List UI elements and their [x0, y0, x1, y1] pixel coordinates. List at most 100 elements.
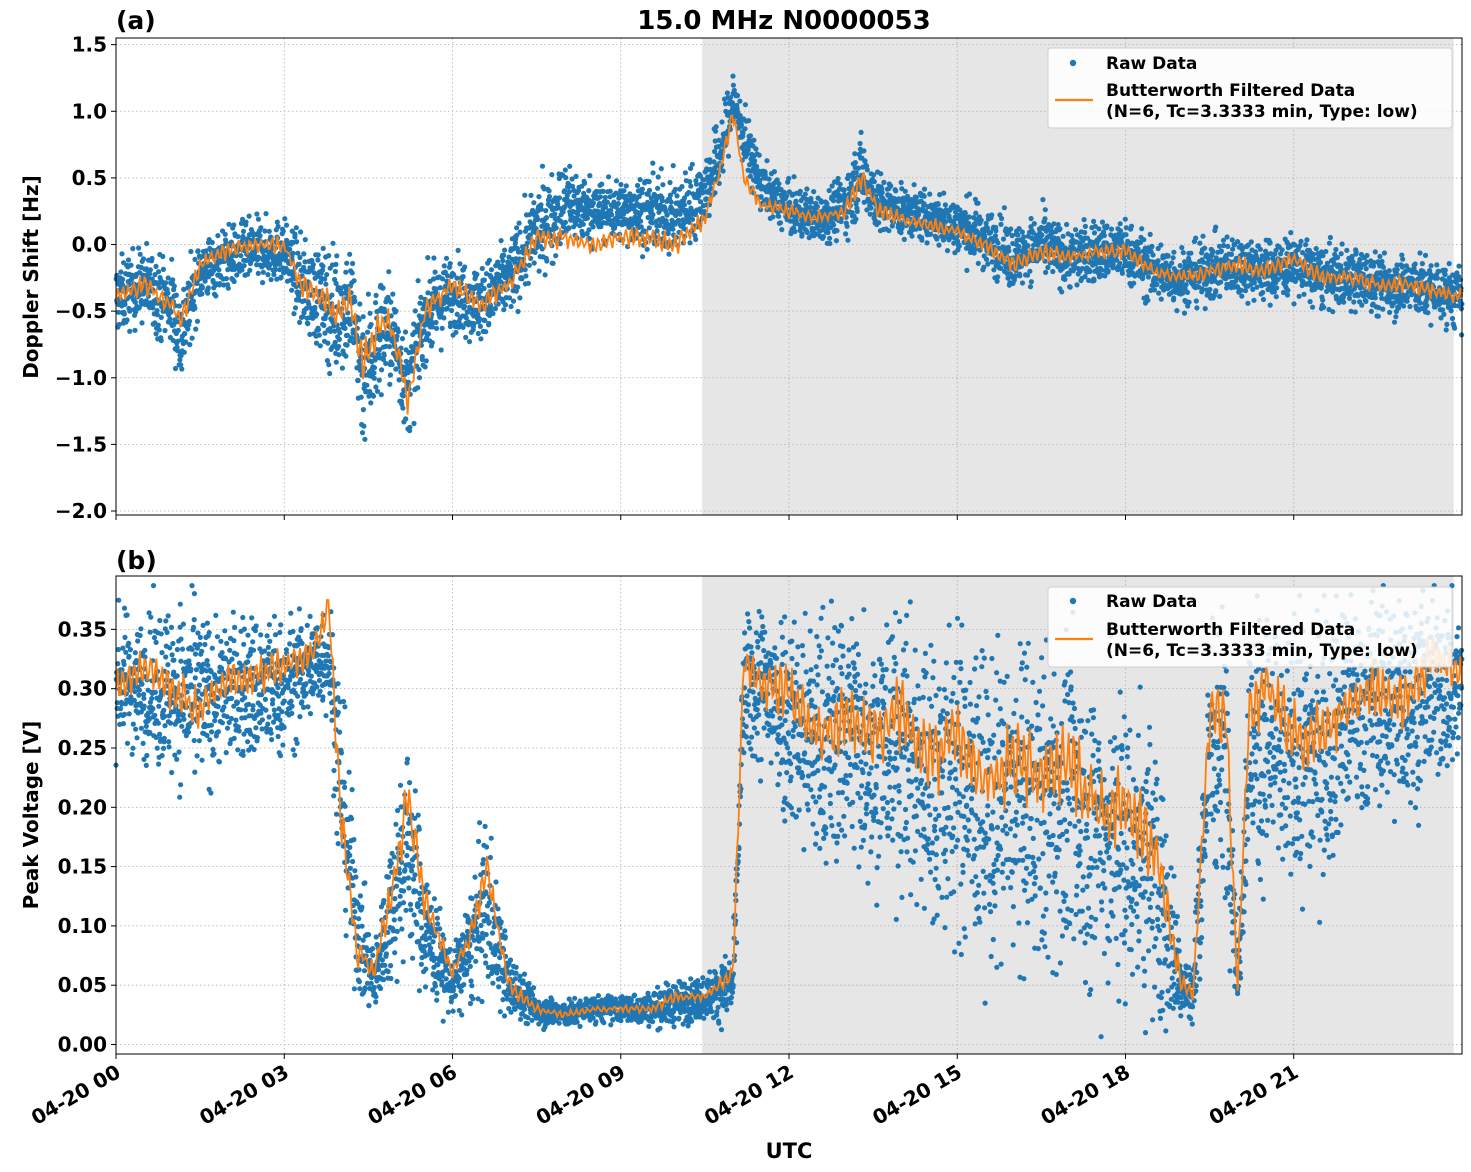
raw-data-point — [667, 179, 673, 186]
raw-data-point — [223, 276, 229, 282]
raw-data-point — [199, 291, 205, 297]
raw-data-point — [502, 302, 509, 308]
raw-data-point — [235, 234, 241, 240]
raw-data-point — [543, 208, 549, 214]
raw-data-point — [1110, 261, 1116, 267]
raw-data-point — [396, 377, 402, 383]
raw-data-point — [552, 211, 558, 217]
raw-data-point — [429, 324, 435, 330]
raw-data-point — [169, 256, 175, 262]
raw-data-point — [730, 73, 736, 79]
raw-data-point — [246, 213, 252, 219]
raw-data-point — [449, 307, 455, 314]
raw-data-point — [1304, 237, 1310, 243]
raw-data-point — [1001, 205, 1008, 211]
raw-data-point — [119, 251, 125, 257]
raw-data-point — [475, 330, 481, 337]
raw-data-point — [393, 366, 399, 372]
raw-data-point — [297, 319, 303, 325]
raw-data-point — [1303, 242, 1309, 248]
raw-data-point — [868, 205, 874, 211]
raw-data-point — [439, 325, 445, 331]
raw-data-point — [512, 240, 519, 246]
raw-data-point — [528, 192, 534, 198]
raw-data-point — [336, 336, 342, 342]
raw-data-point — [687, 240, 693, 246]
raw-data-point — [793, 198, 799, 204]
raw-data-point — [213, 293, 219, 299]
raw-data-point — [799, 231, 805, 237]
raw-data-point — [183, 339, 189, 345]
raw-data-point — [278, 274, 284, 280]
raw-data-point — [373, 384, 379, 390]
raw-data-point — [320, 245, 326, 251]
raw-data-point — [508, 303, 514, 310]
raw-data-point — [1074, 282, 1080, 288]
raw-data-point — [327, 328, 334, 334]
raw-data-point — [203, 248, 209, 254]
raw-data-point — [546, 188, 552, 194]
raw-data-point — [740, 130, 746, 136]
raw-data-point — [1260, 289, 1266, 296]
raw-data-point — [222, 231, 228, 237]
raw-data-point — [383, 360, 389, 366]
raw-data-point — [205, 285, 211, 291]
raw-data-point — [349, 270, 355, 276]
raw-data-point — [621, 188, 627, 194]
raw-data-point — [255, 216, 261, 222]
raw-data-point — [1031, 221, 1037, 227]
raw-data-point — [290, 250, 296, 256]
raw-data-point — [600, 188, 606, 194]
raw-data-point — [1064, 221, 1070, 228]
raw-data-point — [1117, 260, 1123, 266]
raw-data-point — [1229, 237, 1235, 243]
raw-data-point — [501, 252, 507, 258]
raw-data-point — [615, 201, 621, 207]
raw-data-point — [973, 210, 979, 216]
raw-data-point — [441, 263, 447, 269]
raw-data-point — [1377, 253, 1383, 260]
raw-data-point — [1104, 223, 1110, 229]
raw-data-point — [1050, 268, 1056, 275]
raw-data-point — [379, 367, 385, 373]
raw-data-point — [1028, 215, 1034, 222]
raw-data-point — [115, 309, 122, 315]
raw-data-point — [1039, 232, 1045, 238]
raw-data-point — [316, 332, 322, 338]
raw-data-point — [1155, 258, 1161, 264]
raw-data-point — [523, 273, 529, 279]
raw-data-point — [569, 183, 576, 189]
raw-data-point — [118, 269, 124, 275]
raw-data-point — [808, 199, 814, 205]
raw-data-point — [241, 263, 247, 269]
raw-data-point — [1156, 290, 1162, 296]
raw-data-point — [566, 225, 572, 231]
raw-data-point — [381, 352, 387, 358]
raw-data-point — [463, 334, 469, 340]
raw-data-point — [522, 267, 528, 273]
raw-data-point — [302, 237, 308, 243]
raw-data-point — [1217, 293, 1223, 299]
raw-data-point — [972, 222, 978, 229]
raw-data-point — [390, 291, 396, 297]
raw-data-point — [1183, 282, 1189, 288]
raw-data-point — [978, 217, 984, 223]
raw-data-point — [858, 129, 864, 135]
raw-data-point — [754, 163, 760, 170]
raw-data-point — [415, 385, 421, 391]
raw-data-point — [811, 189, 817, 195]
raw-data-point — [783, 193, 790, 199]
raw-data-point — [305, 321, 311, 327]
raw-data-point — [637, 177, 643, 183]
raw-data-point — [266, 228, 272, 234]
raw-data-point — [1128, 223, 1135, 229]
raw-data-point — [650, 212, 656, 218]
raw-data-point — [679, 184, 685, 190]
raw-data-point — [280, 228, 286, 234]
raw-data-point — [163, 280, 169, 286]
raw-data-point — [155, 322, 161, 328]
raw-data-point — [1334, 254, 1341, 261]
raw-data-point — [368, 321, 374, 328]
raw-data-point — [1099, 219, 1106, 225]
raw-data-point — [167, 316, 173, 322]
